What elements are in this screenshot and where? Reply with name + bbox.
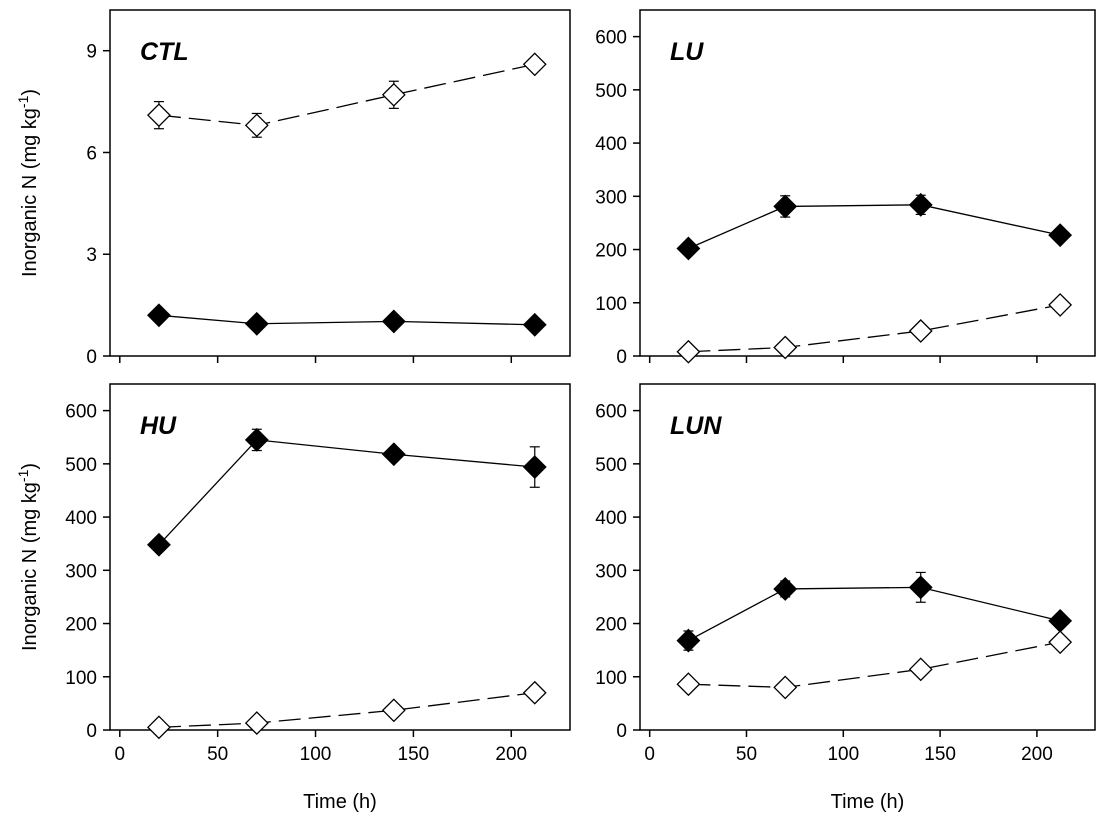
y-tick-label: 100 [65, 668, 97, 689]
filled-diamond-marker [676, 628, 701, 653]
x-tick-label: 150 [398, 744, 430, 765]
y-tick-label: 600 [595, 28, 627, 49]
y-tick-label: 100 [595, 294, 627, 315]
x-tick-label: 200 [495, 744, 527, 765]
filled-diamond-marker [381, 442, 406, 467]
x-tick-label: 0 [644, 744, 655, 765]
x-tick-label: 100 [300, 744, 332, 765]
series-line [688, 641, 1061, 689]
series-line [688, 304, 1061, 353]
open-diamond-marker [676, 672, 701, 697]
y-tick-label: 0 [616, 721, 627, 742]
y-tick-label: 600 [65, 402, 97, 423]
filled-diamond-marker [1048, 608, 1073, 633]
y-tick-label: 300 [595, 561, 627, 582]
panel-ctl: 0 3 6 9 Inorganic N (mg kg-1) CTL [15, 9, 571, 368]
filled-diamond-marker [908, 575, 933, 600]
series-line [158, 439, 535, 546]
y-axis-title-sup: -1 [15, 95, 31, 108]
filled-diamond-marker [147, 303, 171, 328]
y-tick-label: 0 [616, 347, 627, 368]
filled-diamond-marker [244, 427, 269, 452]
y-tick-label: 500 [595, 81, 627, 102]
series-line [158, 692, 535, 728]
y-tick-label: 0 [86, 347, 97, 368]
filled-diamond-marker [244, 311, 269, 336]
y-axis-title-sup: -1 [15, 469, 31, 482]
open-diamond-marker [676, 339, 701, 364]
series-line [688, 204, 1061, 250]
y-axis-title: Inorganic N (mg kg-1) [15, 463, 41, 651]
x-tick-label: 0 [114, 744, 125, 765]
panel-label: CTL [140, 38, 189, 66]
x-tick-label: 150 [924, 744, 956, 765]
y-tick-label: 400 [595, 508, 627, 529]
plot-frame [109, 383, 571, 731]
open-diamond-marker [244, 711, 269, 735]
open-diamond-marker [773, 335, 798, 360]
x-tick-label: 50 [736, 744, 757, 765]
y-tick-label: 0 [86, 721, 97, 742]
y-axis-title-main: Inorganic N (mg kg [19, 482, 41, 651]
y-tick-label: 300 [65, 561, 97, 582]
panel-hu: 0 100 200 300 400 500 600 0 50 100 150 200 Time (h) I… [15, 383, 571, 813]
plot-frame [639, 383, 1096, 731]
x-tick-label: 50 [207, 744, 228, 765]
y-tick-label: 200 [65, 615, 97, 636]
y-tick-label: 3 [86, 245, 97, 266]
open-diamond-marker [908, 319, 933, 343]
open-diamond-marker [381, 698, 406, 723]
x-axis-title: Time (h) [303, 791, 377, 813]
panel-label: LU [670, 38, 704, 66]
filled-diamond-marker [676, 236, 701, 261]
filled-diamond-marker [773, 577, 798, 601]
series-line [688, 586, 1061, 642]
y-tick-label: 500 [65, 455, 97, 476]
filled-diamond-marker [522, 312, 547, 337]
filled-diamond-marker [381, 309, 406, 334]
x-axis-title: Time (h) [831, 791, 905, 813]
filled-diamond-marker [1048, 223, 1073, 248]
y-tick-label: 200 [595, 241, 627, 262]
filled-diamond-marker [773, 194, 798, 219]
y-tick-label: 6 [86, 143, 97, 164]
open-diamond-marker [381, 82, 406, 107]
y-tick-label: 200 [595, 615, 627, 636]
y-tick-label: 600 [595, 402, 627, 423]
panel-label: HU [140, 412, 177, 440]
y-tick-label: 400 [595, 134, 627, 155]
open-diamond-marker [1048, 630, 1073, 655]
plot-frame [109, 9, 571, 357]
y-axis-title-end: ) [19, 89, 41, 96]
filled-diamond-marker [522, 455, 547, 479]
y-axis-title-main: Inorganic N (mg kg [19, 108, 41, 277]
open-diamond-marker [773, 675, 798, 700]
series-line [158, 314, 535, 326]
panel-lun: 0 100 200 300 400 500 600 0 50 100 150 200 Time (h) L… [595, 383, 1096, 813]
open-diamond-marker [147, 103, 171, 128]
open-diamond-marker [908, 657, 933, 682]
open-diamond-marker [522, 52, 547, 77]
open-diamond-marker [522, 680, 547, 705]
y-tick-label: 100 [595, 668, 627, 689]
x-tick-label: 100 [827, 744, 859, 765]
panel-label: LUN [670, 412, 722, 440]
panel-lu: 0 100 200 300 400 500 600 LU [595, 9, 1096, 368]
filled-diamond-marker [147, 532, 171, 557]
plot-frame [639, 9, 1096, 357]
y-tick-label: 9 [86, 42, 97, 63]
y-tick-label: 300 [595, 187, 627, 208]
y-tick-label: 400 [65, 508, 97, 529]
y-tick-label: 500 [595, 455, 627, 476]
open-diamond-marker [147, 715, 171, 740]
y-axis-title-end: ) [19, 463, 41, 470]
series-line [158, 63, 535, 126]
open-diamond-marker [1048, 292, 1073, 317]
x-tick-label: 200 [1021, 744, 1053, 765]
y-axis-title: Inorganic N (mg kg-1) [15, 89, 41, 277]
filled-diamond-marker [908, 192, 933, 217]
open-diamond-marker [244, 113, 269, 138]
